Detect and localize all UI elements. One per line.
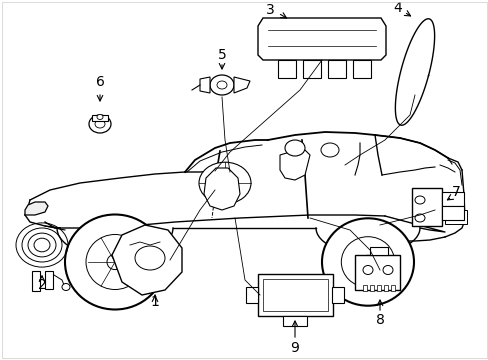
- Text: 5: 5: [217, 48, 226, 62]
- Ellipse shape: [135, 246, 164, 270]
- Polygon shape: [200, 77, 209, 93]
- Text: 2: 2: [38, 278, 46, 292]
- Bar: [441, 206, 463, 220]
- Polygon shape: [25, 202, 48, 215]
- Polygon shape: [203, 168, 240, 210]
- Text: 4: 4: [393, 1, 402, 15]
- Ellipse shape: [321, 218, 413, 306]
- Text: 1: 1: [150, 295, 159, 309]
- Bar: [411, 188, 441, 226]
- Bar: [331, 287, 343, 303]
- Bar: [278, 60, 295, 78]
- Bar: [362, 285, 366, 291]
- Polygon shape: [258, 18, 385, 60]
- Ellipse shape: [285, 140, 305, 156]
- Bar: [369, 285, 373, 291]
- Bar: [390, 285, 394, 291]
- Ellipse shape: [199, 162, 250, 204]
- Text: 6: 6: [95, 75, 104, 89]
- Ellipse shape: [65, 215, 164, 310]
- Ellipse shape: [107, 255, 123, 270]
- Bar: [369, 247, 387, 255]
- Bar: [45, 271, 53, 289]
- Bar: [258, 274, 332, 316]
- Text: 3: 3: [265, 3, 274, 17]
- Bar: [444, 210, 466, 224]
- Bar: [283, 316, 306, 326]
- Ellipse shape: [62, 284, 70, 291]
- Ellipse shape: [414, 214, 424, 222]
- Text: 8: 8: [375, 313, 384, 327]
- Polygon shape: [234, 77, 249, 93]
- Polygon shape: [92, 115, 108, 121]
- Bar: [245, 287, 258, 303]
- Text: 7: 7: [451, 185, 459, 199]
- Ellipse shape: [414, 196, 424, 204]
- Bar: [383, 285, 387, 291]
- Ellipse shape: [320, 143, 338, 157]
- Bar: [303, 60, 320, 78]
- Bar: [354, 255, 399, 290]
- Bar: [376, 285, 380, 291]
- Bar: [263, 279, 327, 311]
- Bar: [441, 192, 463, 206]
- Polygon shape: [112, 225, 182, 295]
- Ellipse shape: [360, 255, 374, 269]
- Bar: [352, 60, 370, 78]
- Ellipse shape: [209, 75, 234, 95]
- Ellipse shape: [382, 266, 392, 274]
- Ellipse shape: [86, 234, 143, 289]
- Ellipse shape: [341, 237, 394, 287]
- Ellipse shape: [95, 120, 105, 128]
- Ellipse shape: [214, 174, 235, 192]
- Polygon shape: [280, 150, 309, 180]
- Bar: [327, 60, 346, 78]
- Ellipse shape: [89, 115, 111, 133]
- Ellipse shape: [217, 81, 226, 89]
- Text: 9: 9: [290, 341, 299, 355]
- Ellipse shape: [362, 266, 372, 274]
- Ellipse shape: [97, 114, 103, 120]
- Bar: [32, 271, 40, 291]
